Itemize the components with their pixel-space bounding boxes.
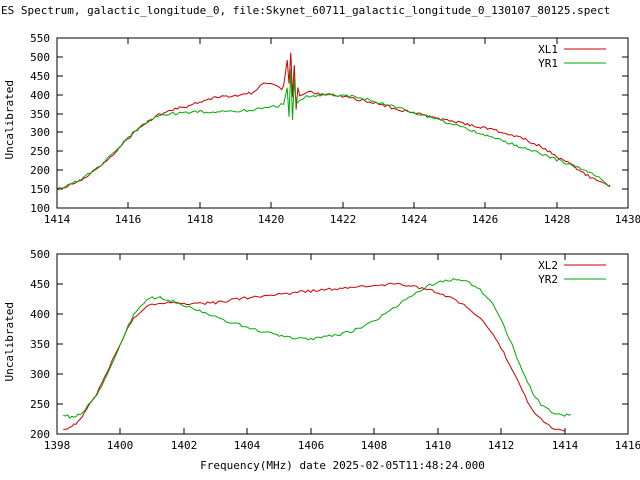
y-tick-label: 400 — [30, 89, 50, 102]
top-panel: 1414 1416 1418 1420 1422 1424 1426 1428 1430 100 1… — [30, 32, 640, 226]
x-tick-label: 1406 — [298, 439, 325, 452]
y-tick-label: 400 — [30, 308, 50, 321]
x-tick-label: 1426 — [472, 213, 499, 226]
x-tick-label: 1424 — [401, 213, 428, 226]
legend-label-XL1: XL1 — [538, 43, 558, 56]
y-tick-label: 350 — [30, 108, 50, 121]
y-tick-label: 500 — [30, 51, 50, 64]
y-tick-label: 200 — [30, 164, 50, 177]
legend-label-XL2: XL2 — [538, 259, 558, 272]
y-tick-label: 250 — [30, 398, 50, 411]
x-tick-label: 1404 — [234, 439, 261, 452]
x-tick-label: 1420 — [258, 213, 285, 226]
series-XL2 — [63, 282, 565, 432]
y-tick-label: 300 — [30, 126, 50, 139]
y-tick-label: 550 — [30, 32, 50, 45]
y-tick-label: 500 — [30, 248, 50, 261]
y-tick-label: 250 — [30, 145, 50, 158]
y-tick-label: 150 — [30, 183, 50, 196]
x-tick-label: 1430 — [615, 213, 640, 226]
series-YR1 — [56, 69, 611, 189]
x-tick-label: 1398 — [44, 439, 71, 452]
x-tick-label: 1402 — [171, 439, 198, 452]
y-tick-label: 100 — [30, 202, 50, 215]
bottom-panel: 1398 1400 1402 1404 1406 1408 1410 1412 1414 1416… — [30, 248, 640, 452]
x-axis-label: Frequency(MHz) date 2025-02-05T11:48:24.… — [200, 459, 485, 472]
x-tick-label: 1416 — [615, 439, 640, 452]
legend-label-YR1: YR1 — [538, 57, 558, 70]
x-tick-label: 1408 — [361, 439, 388, 452]
y-tick-label: 200 — [30, 428, 50, 441]
x-tick-label: 1416 — [115, 213, 142, 226]
legend-label-YR2: YR2 — [538, 273, 558, 286]
x-tick-label: 1412 — [488, 439, 515, 452]
y-tick-label: 450 — [30, 278, 50, 291]
x-tick-label: 1400 — [107, 439, 134, 452]
x-tick-label: 1410 — [425, 439, 452, 452]
series-YR2 — [63, 278, 572, 419]
y-tick-label: 300 — [30, 368, 50, 381]
y-tick-label: 450 — [30, 70, 50, 83]
x-tick-label: 1414 — [44, 213, 71, 226]
chart-title: ES Spectrum, galactic_longitude_0, file:… — [1, 4, 611, 17]
series-XL1 — [56, 52, 611, 191]
x-tick-label: 1422 — [330, 213, 357, 226]
x-tick-label: 1414 — [552, 439, 579, 452]
y-tick-label: 350 — [30, 338, 50, 351]
x-tick-label: 1418 — [187, 213, 214, 226]
x-tick-label: 1428 — [544, 213, 571, 226]
